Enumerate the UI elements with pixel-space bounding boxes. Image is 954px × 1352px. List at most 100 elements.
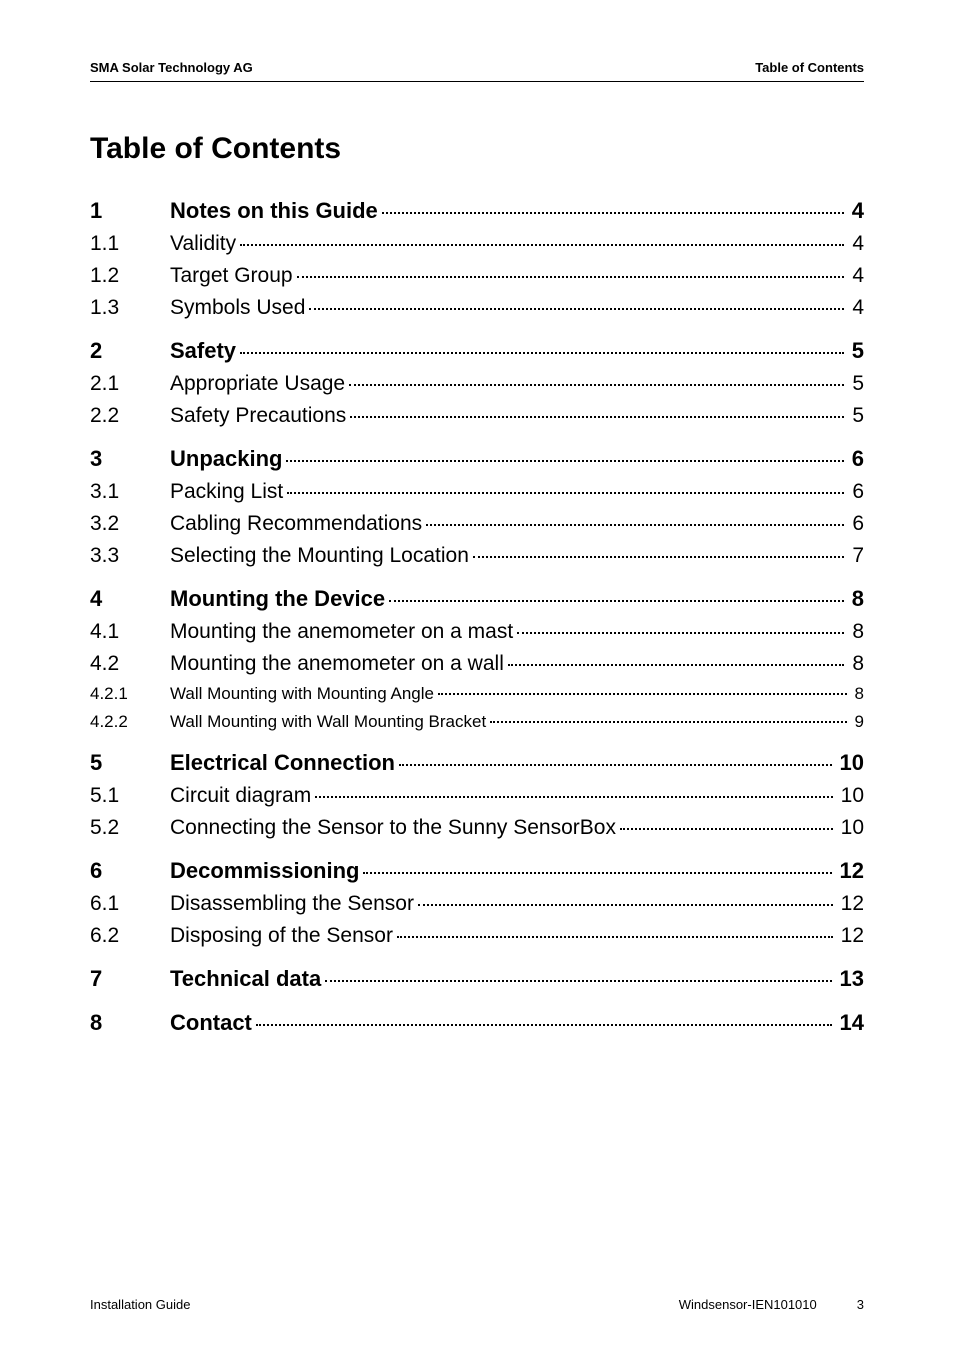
toc-entry-label: Decommissioning	[170, 858, 359, 884]
toc-entry-label: Packing List	[170, 480, 283, 504]
toc-entry-number: 1.3	[90, 296, 170, 320]
toc-entry-page: 9	[851, 712, 864, 732]
toc-entry-label: Validity	[170, 232, 236, 256]
toc-entry[interactable]: 3.2Cabling Recommendations6	[90, 512, 864, 536]
toc-entry-label: Mounting the anemometer on a wall	[170, 652, 504, 676]
toc-entry-number: 3.1	[90, 480, 170, 504]
toc-entry-page: 10	[837, 816, 864, 840]
toc-leader-dots	[389, 600, 844, 602]
page-header: SMA Solar Technology AG Table of Content…	[90, 60, 864, 82]
toc-entry[interactable]: 1.2Target Group 4	[90, 264, 864, 288]
toc-entry[interactable]: 4Mounting the Device 8	[90, 586, 864, 612]
toc-entry-label: Safety Precautions	[170, 404, 346, 428]
toc-entry-page: 4	[848, 264, 864, 288]
toc-entry[interactable]: 1.3Symbols Used4	[90, 296, 864, 320]
toc-leader-dots	[426, 524, 844, 526]
toc-entry-page: 8	[848, 586, 864, 612]
toc-entry-number: 2	[90, 338, 170, 364]
toc-entry-number: 1	[90, 198, 170, 224]
toc-entry-number: 6	[90, 858, 170, 884]
toc-entry[interactable]: 3.3Selecting the Mounting Location7	[90, 544, 864, 568]
toc-entry[interactable]: 2Safety5	[90, 338, 864, 364]
toc-entry-label: Target Group	[170, 264, 293, 288]
toc-entry-page: 8	[848, 620, 864, 644]
toc-entry[interactable]: 2.1Appropriate Usage5	[90, 372, 864, 396]
toc-entry-number: 2.2	[90, 404, 170, 428]
footer-doc: Windsensor-IEN101010	[679, 1297, 817, 1312]
toc-entry[interactable]: 4.2Mounting the anemometer on a wall8	[90, 652, 864, 676]
toc-leader-dots	[517, 632, 844, 634]
toc-leader-dots	[473, 556, 844, 558]
footer-left: Installation Guide	[90, 1297, 190, 1312]
toc-entry[interactable]: 2.2Safety Precautions5	[90, 404, 864, 428]
toc-leader-dots	[309, 308, 844, 310]
toc-entry-number: 6.1	[90, 892, 170, 916]
toc-title: Table of Contents	[90, 132, 864, 166]
toc-leader-dots	[350, 416, 844, 418]
toc-entry-label: Symbols Used	[170, 296, 305, 320]
toc-entry-page: 5	[848, 338, 864, 364]
toc-entry-page: 14	[836, 1010, 864, 1036]
toc-entry[interactable]: 4.2.2Wall Mounting with Wall Mounting Br…	[90, 712, 864, 732]
toc-entry-page: 12	[837, 924, 864, 948]
toc-leader-dots	[382, 212, 844, 214]
toc-entry-number: 3	[90, 446, 170, 472]
toc-entry[interactable]: 3Unpacking6	[90, 446, 864, 472]
toc-entry-label: Cabling Recommendations	[170, 512, 422, 536]
toc-entry[interactable]: 5.2Connecting the Sensor to the Sunny Se…	[90, 816, 864, 840]
toc-entry-label: Mounting the anemometer on a mast	[170, 620, 513, 644]
toc-entry[interactable]: 6.1Disassembling the Sensor 12	[90, 892, 864, 916]
toc-entry-page: 8	[848, 652, 864, 676]
toc-entry[interactable]: 5Electrical Connection10	[90, 750, 864, 776]
footer-page: 3	[857, 1297, 864, 1312]
toc-entry-number: 1.2	[90, 264, 170, 288]
toc-leader-dots	[325, 980, 831, 982]
toc-leader-dots	[256, 1024, 832, 1026]
toc-leader-dots	[490, 721, 846, 723]
toc-entry-number: 4	[90, 586, 170, 612]
toc-entry[interactable]: 6.2Disposing of the Sensor12	[90, 924, 864, 948]
toc-entry-label: Selecting the Mounting Location	[170, 544, 469, 568]
toc-entry-label: Notes on this Guide	[170, 198, 378, 224]
toc-entry[interactable]: 1.1Validity 4	[90, 232, 864, 256]
toc-entry-number: 1.1	[90, 232, 170, 256]
toc-entry[interactable]: 8Contact14	[90, 1010, 864, 1036]
toc-entry-page: 12	[837, 892, 864, 916]
toc-entry-number: 6.2	[90, 924, 170, 948]
toc-leader-dots	[508, 664, 844, 666]
toc-leader-dots	[620, 828, 833, 830]
toc-entry[interactable]: 3.1Packing List 6	[90, 480, 864, 504]
toc-entry-number: 4.1	[90, 620, 170, 644]
toc-list: 1Notes on this Guide41.1Validity41.2Targ…	[90, 198, 864, 1036]
toc-leader-dots	[240, 244, 844, 246]
toc-entry-label: Technical data	[170, 966, 321, 992]
toc-entry-number: 5	[90, 750, 170, 776]
toc-leader-dots	[287, 492, 844, 494]
toc-entry-label: Wall Mounting with Mounting Angle	[170, 684, 434, 704]
toc-entry-page: 6	[848, 480, 864, 504]
toc-entry-number: 8	[90, 1010, 170, 1036]
toc-entry[interactable]: 6Decommissioning12	[90, 858, 864, 884]
toc-entry-number: 7	[90, 966, 170, 992]
header-right: Table of Contents	[755, 60, 864, 75]
toc-entry[interactable]: 4.2.1Wall Mounting with Mounting Angle 8	[90, 684, 864, 704]
toc-entry[interactable]: 4.1Mounting the anemometer on a mast 8	[90, 620, 864, 644]
toc-leader-dots	[315, 796, 832, 798]
toc-entry-label: Electrical Connection	[170, 750, 395, 776]
toc-entry-label: Disassembling the Sensor	[170, 892, 414, 916]
toc-entry-page: 8	[851, 684, 864, 704]
toc-entry-number: 4.2.2	[90, 712, 170, 732]
toc-leader-dots	[349, 384, 844, 386]
toc-leader-dots	[397, 936, 833, 938]
toc-entry[interactable]: 1Notes on this Guide4	[90, 198, 864, 224]
toc-entry-label: Wall Mounting with Wall Mounting Bracket	[170, 712, 486, 732]
toc-entry-page: 4	[848, 232, 864, 256]
toc-leader-dots	[297, 276, 845, 278]
toc-entry-number: 3.3	[90, 544, 170, 568]
toc-entry-label: Mounting the Device	[170, 586, 385, 612]
toc-entry-number: 4.2.1	[90, 684, 170, 704]
toc-entry[interactable]: 5.1Circuit diagram10	[90, 784, 864, 808]
toc-entry[interactable]: 7Technical data13	[90, 966, 864, 992]
toc-entry-page: 5	[848, 372, 864, 396]
header-left: SMA Solar Technology AG	[90, 60, 253, 75]
